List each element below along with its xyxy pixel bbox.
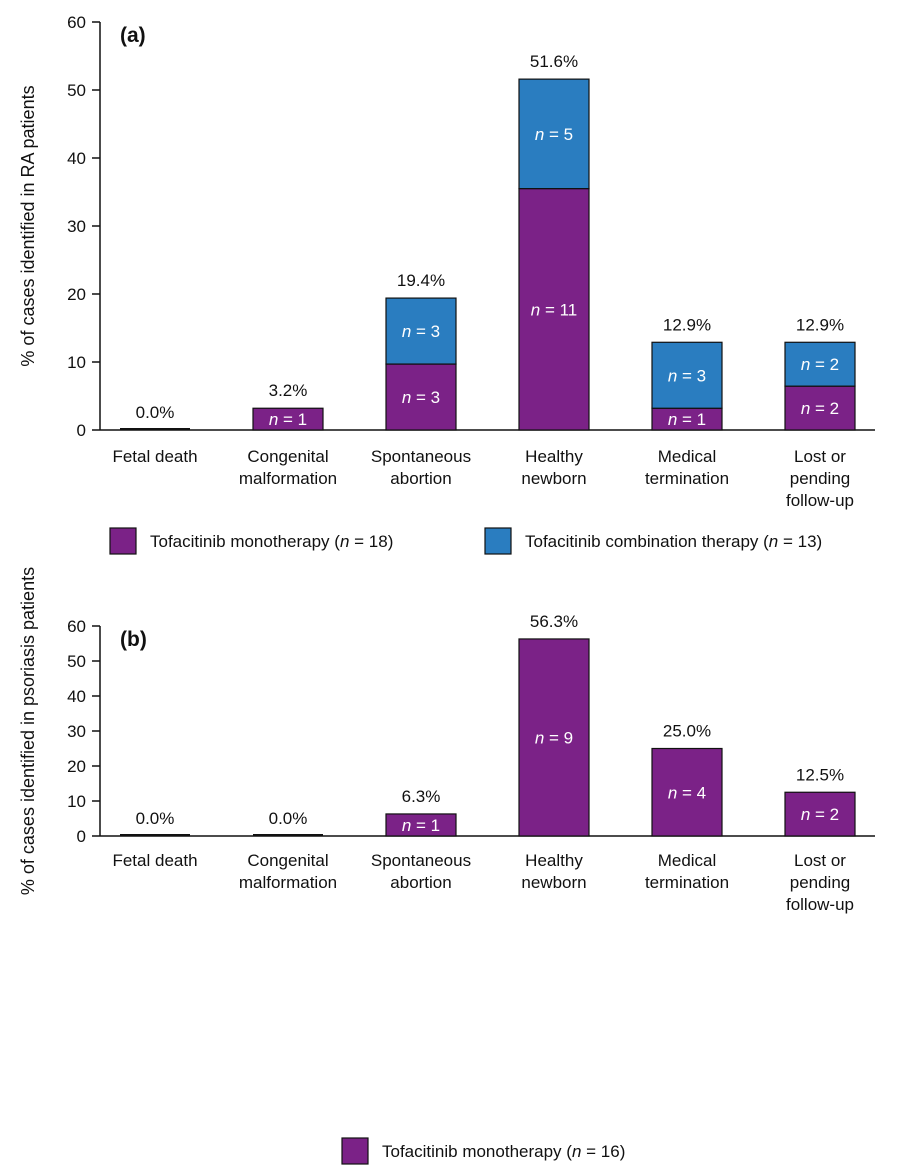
x-tick-label: Congenital <box>247 851 328 870</box>
bar-total-label: 0.0% <box>136 809 175 828</box>
bar-n-label: n = 5 <box>535 125 573 144</box>
bar-n-label: n = 9 <box>535 728 573 747</box>
legend-entry: Tofacitinib combination therapy (n = 13) <box>525 532 822 551</box>
y-axis-label: % of cases identified in RA patients <box>18 85 38 366</box>
bar-total-label: 56.3% <box>530 612 578 631</box>
y-tick-label: 60 <box>67 617 86 636</box>
bar-segment <box>385 297 457 365</box>
panel-label: (a) <box>120 24 146 47</box>
bar-segment <box>784 385 856 431</box>
bar-segment <box>385 363 457 431</box>
bar-n-label: n = 11 <box>531 300 578 319</box>
x-tick-label: malformation <box>239 469 337 488</box>
y-tick-label: 10 <box>67 792 86 811</box>
x-tick-label: termination <box>645 469 729 488</box>
x-tick-label: abortion <box>390 469 451 488</box>
bar-n-label: n = 1 <box>269 410 307 429</box>
y-tick-label: 50 <box>67 81 86 100</box>
x-tick-label: Medical <box>658 447 717 466</box>
legend-swatch <box>484 527 512 555</box>
y-tick-label: 30 <box>67 217 86 236</box>
x-tick-label: Lost or <box>794 447 846 466</box>
panel-label: (b) <box>120 628 147 651</box>
x-tick-label: Lost or <box>794 851 846 870</box>
bar-total-label: 0.0% <box>269 809 308 828</box>
x-tick-label: Healthy <box>525 851 583 870</box>
chart-panel-a: 0 10 20 30 40 50 60 % of cases identified in RA… <box>18 13 875 555</box>
bar-n-label: n = 1 <box>402 816 440 835</box>
legend-entry: Tofacitinib monotherapy (n = 16) <box>382 1142 625 1161</box>
x-tick-label: Healthy <box>525 447 583 466</box>
x-tick-label: Fetal death <box>112 447 197 466</box>
x-tick-label: follow-up <box>786 491 854 510</box>
bar-segment <box>784 341 856 387</box>
bar-total-label: 6.3% <box>402 787 441 806</box>
bar-n-label: n = 3 <box>668 366 706 385</box>
bar-n-label: n = 2 <box>801 805 839 824</box>
bar-segment <box>518 188 590 431</box>
x-tick-label: malformation <box>239 873 337 892</box>
y-tick-label: 10 <box>67 353 86 372</box>
x-tick-label: Spontaneous <box>371 447 471 466</box>
y-tick-label: 40 <box>67 687 86 706</box>
bar-segment <box>784 791 856 837</box>
x-tick-label: pending <box>790 873 851 892</box>
bar-n-label: n = 4 <box>668 783 706 802</box>
y-axis-label: % of cases identified in psoriasis patie… <box>18 567 38 895</box>
bar-total-label: 0.0% <box>136 403 175 422</box>
bar-total-label: 12.9% <box>663 315 711 334</box>
x-tick-label: Fetal death <box>112 851 197 870</box>
y-tick-label: 20 <box>67 757 86 776</box>
y-tick-label: 0 <box>77 421 86 440</box>
bar-total-label: 3.2% <box>269 381 308 400</box>
bar-segment <box>518 638 590 837</box>
bar-segment <box>385 813 457 837</box>
x-tick-label: Congenital <box>247 447 328 466</box>
y-tick-label: 50 <box>67 652 86 671</box>
y-tick-label: 30 <box>67 722 86 741</box>
bar-total-label: 51.6% <box>530 52 578 71</box>
chart-panel-b: 0 10 20 30 40 50 60 % of cases identified in ps… <box>18 567 875 1165</box>
y-tick-label: 20 <box>67 285 86 304</box>
bar-n-label: n = 3 <box>402 388 440 407</box>
bar-segment <box>651 747 723 837</box>
x-tick-label: termination <box>645 873 729 892</box>
bar-n-label: n = 2 <box>801 399 839 418</box>
x-tick-label: Medical <box>658 851 717 870</box>
legend-swatch <box>341 1137 369 1165</box>
legend-swatch <box>109 527 137 555</box>
x-tick-label: abortion <box>390 873 451 892</box>
bar-total-label: 12.5% <box>796 765 844 784</box>
bar-total-label: 19.4% <box>397 271 445 290</box>
y-tick-label: 40 <box>67 149 86 168</box>
bar-total-label: 12.9% <box>796 315 844 334</box>
bar-n-label: n = 3 <box>402 322 440 341</box>
x-tick-label: pending <box>790 469 851 488</box>
y-tick-label: 60 <box>67 13 86 32</box>
bar-segment <box>651 341 723 409</box>
bar-n-label: n = 1 <box>668 410 706 429</box>
bar-segment <box>252 407 324 431</box>
bar-n-label: n = 2 <box>801 355 839 374</box>
x-tick-label: newborn <box>521 873 586 892</box>
bar-segment <box>518 78 590 190</box>
x-tick-label: newborn <box>521 469 586 488</box>
x-tick-label: Spontaneous <box>371 851 471 870</box>
y-tick-label: 0 <box>77 827 86 846</box>
x-tick-label: follow-up <box>786 895 854 914</box>
bar-total-label: 25.0% <box>663 722 711 741</box>
legend-entry: Tofacitinib monotherapy (n = 18) <box>150 532 393 551</box>
